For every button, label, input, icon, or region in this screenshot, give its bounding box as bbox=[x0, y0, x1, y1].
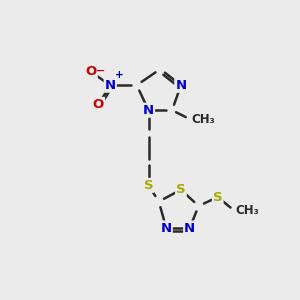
Text: N: N bbox=[143, 104, 154, 117]
Text: N: N bbox=[160, 221, 172, 235]
Text: S: S bbox=[144, 179, 153, 192]
Text: O: O bbox=[93, 98, 104, 111]
Text: −: − bbox=[96, 65, 106, 76]
Text: N: N bbox=[184, 221, 195, 235]
Text: CH₃: CH₃ bbox=[236, 204, 259, 217]
Text: N: N bbox=[176, 79, 187, 92]
Text: S: S bbox=[176, 183, 186, 196]
Text: +: + bbox=[115, 70, 124, 80]
Text: N: N bbox=[105, 79, 116, 92]
Text: O: O bbox=[85, 65, 97, 79]
Text: S: S bbox=[213, 190, 223, 204]
Text: CH₃: CH₃ bbox=[191, 112, 215, 126]
